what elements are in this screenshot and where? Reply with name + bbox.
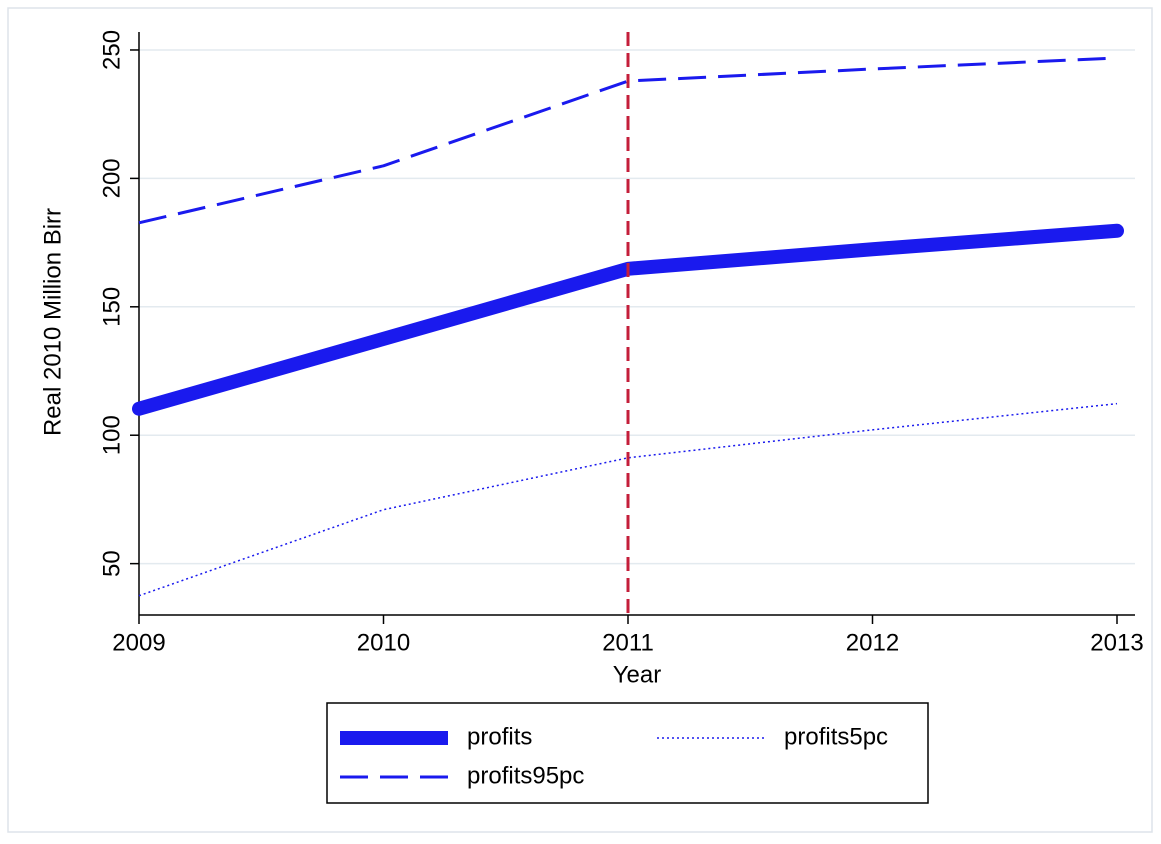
x-axis-label: Year xyxy=(613,661,662,688)
legend-box xyxy=(326,702,929,804)
x-tick-label: 2011 xyxy=(602,629,654,656)
legend-label: profits95pc xyxy=(467,762,584,789)
y-tick-label: 100 xyxy=(98,415,125,455)
x-tick-label: 2013 xyxy=(1090,629,1143,656)
y-tick-label: 200 xyxy=(98,158,125,198)
line-series xyxy=(138,56,1118,225)
y-axis-label: Real 2010 Million Birr xyxy=(39,208,66,436)
legend-label: profits xyxy=(467,723,532,750)
legend-label: profits5pc xyxy=(784,723,888,750)
y-tick-label: 50 xyxy=(98,550,125,577)
y-tick-label: 150 xyxy=(98,287,125,327)
x-tick-label: 2009 xyxy=(112,629,165,656)
chart-frame xyxy=(7,7,1153,833)
y-tick-label: 250 xyxy=(98,30,125,70)
x-tick-label: 2010 xyxy=(357,629,410,656)
x-tick-label: 2012 xyxy=(846,629,899,656)
